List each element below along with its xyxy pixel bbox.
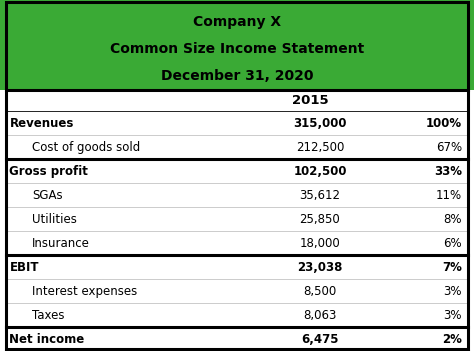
Text: Cost of goods sold: Cost of goods sold [32, 141, 140, 154]
Text: SGAs: SGAs [32, 189, 63, 202]
Text: 7%: 7% [442, 260, 462, 273]
Text: Taxes: Taxes [32, 309, 64, 322]
Text: 3%: 3% [444, 285, 462, 298]
Text: Company X: Company X [193, 15, 281, 29]
Text: 6%: 6% [444, 237, 462, 250]
Text: 8%: 8% [444, 213, 462, 226]
Text: 25,850: 25,850 [300, 213, 340, 226]
Text: 8,063: 8,063 [303, 309, 337, 322]
Text: 6,475: 6,475 [301, 332, 339, 345]
Text: Common Size Income Statement: Common Size Income Statement [110, 42, 364, 56]
Text: 11%: 11% [436, 189, 462, 202]
Text: 35,612: 35,612 [300, 189, 340, 202]
Text: Insurance: Insurance [32, 237, 90, 250]
Text: Net income: Net income [9, 332, 85, 345]
Text: 67%: 67% [436, 141, 462, 154]
Text: Interest expenses: Interest expenses [32, 285, 137, 298]
Text: 3%: 3% [444, 309, 462, 322]
Bar [0, 90, 474, 351]
Text: Utilities: Utilities [32, 213, 77, 226]
Text: 8,500: 8,500 [303, 285, 337, 298]
Text: 315,000: 315,000 [293, 117, 346, 130]
Text: 212,500: 212,500 [296, 141, 344, 154]
Text: 100%: 100% [426, 117, 462, 130]
Text: EBIT: EBIT [9, 260, 39, 273]
Bar [0, 0, 474, 90]
Text: Revenues: Revenues [9, 117, 74, 130]
Text: 18,000: 18,000 [300, 237, 340, 250]
Text: 23,038: 23,038 [297, 260, 343, 273]
Text: December 31, 2020: December 31, 2020 [161, 69, 313, 83]
Text: 2%: 2% [442, 332, 462, 345]
Text: Gross profit: Gross profit [9, 165, 88, 178]
Text: 102,500: 102,500 [293, 165, 346, 178]
Text: 33%: 33% [434, 165, 462, 178]
Text: 2015: 2015 [292, 94, 329, 107]
